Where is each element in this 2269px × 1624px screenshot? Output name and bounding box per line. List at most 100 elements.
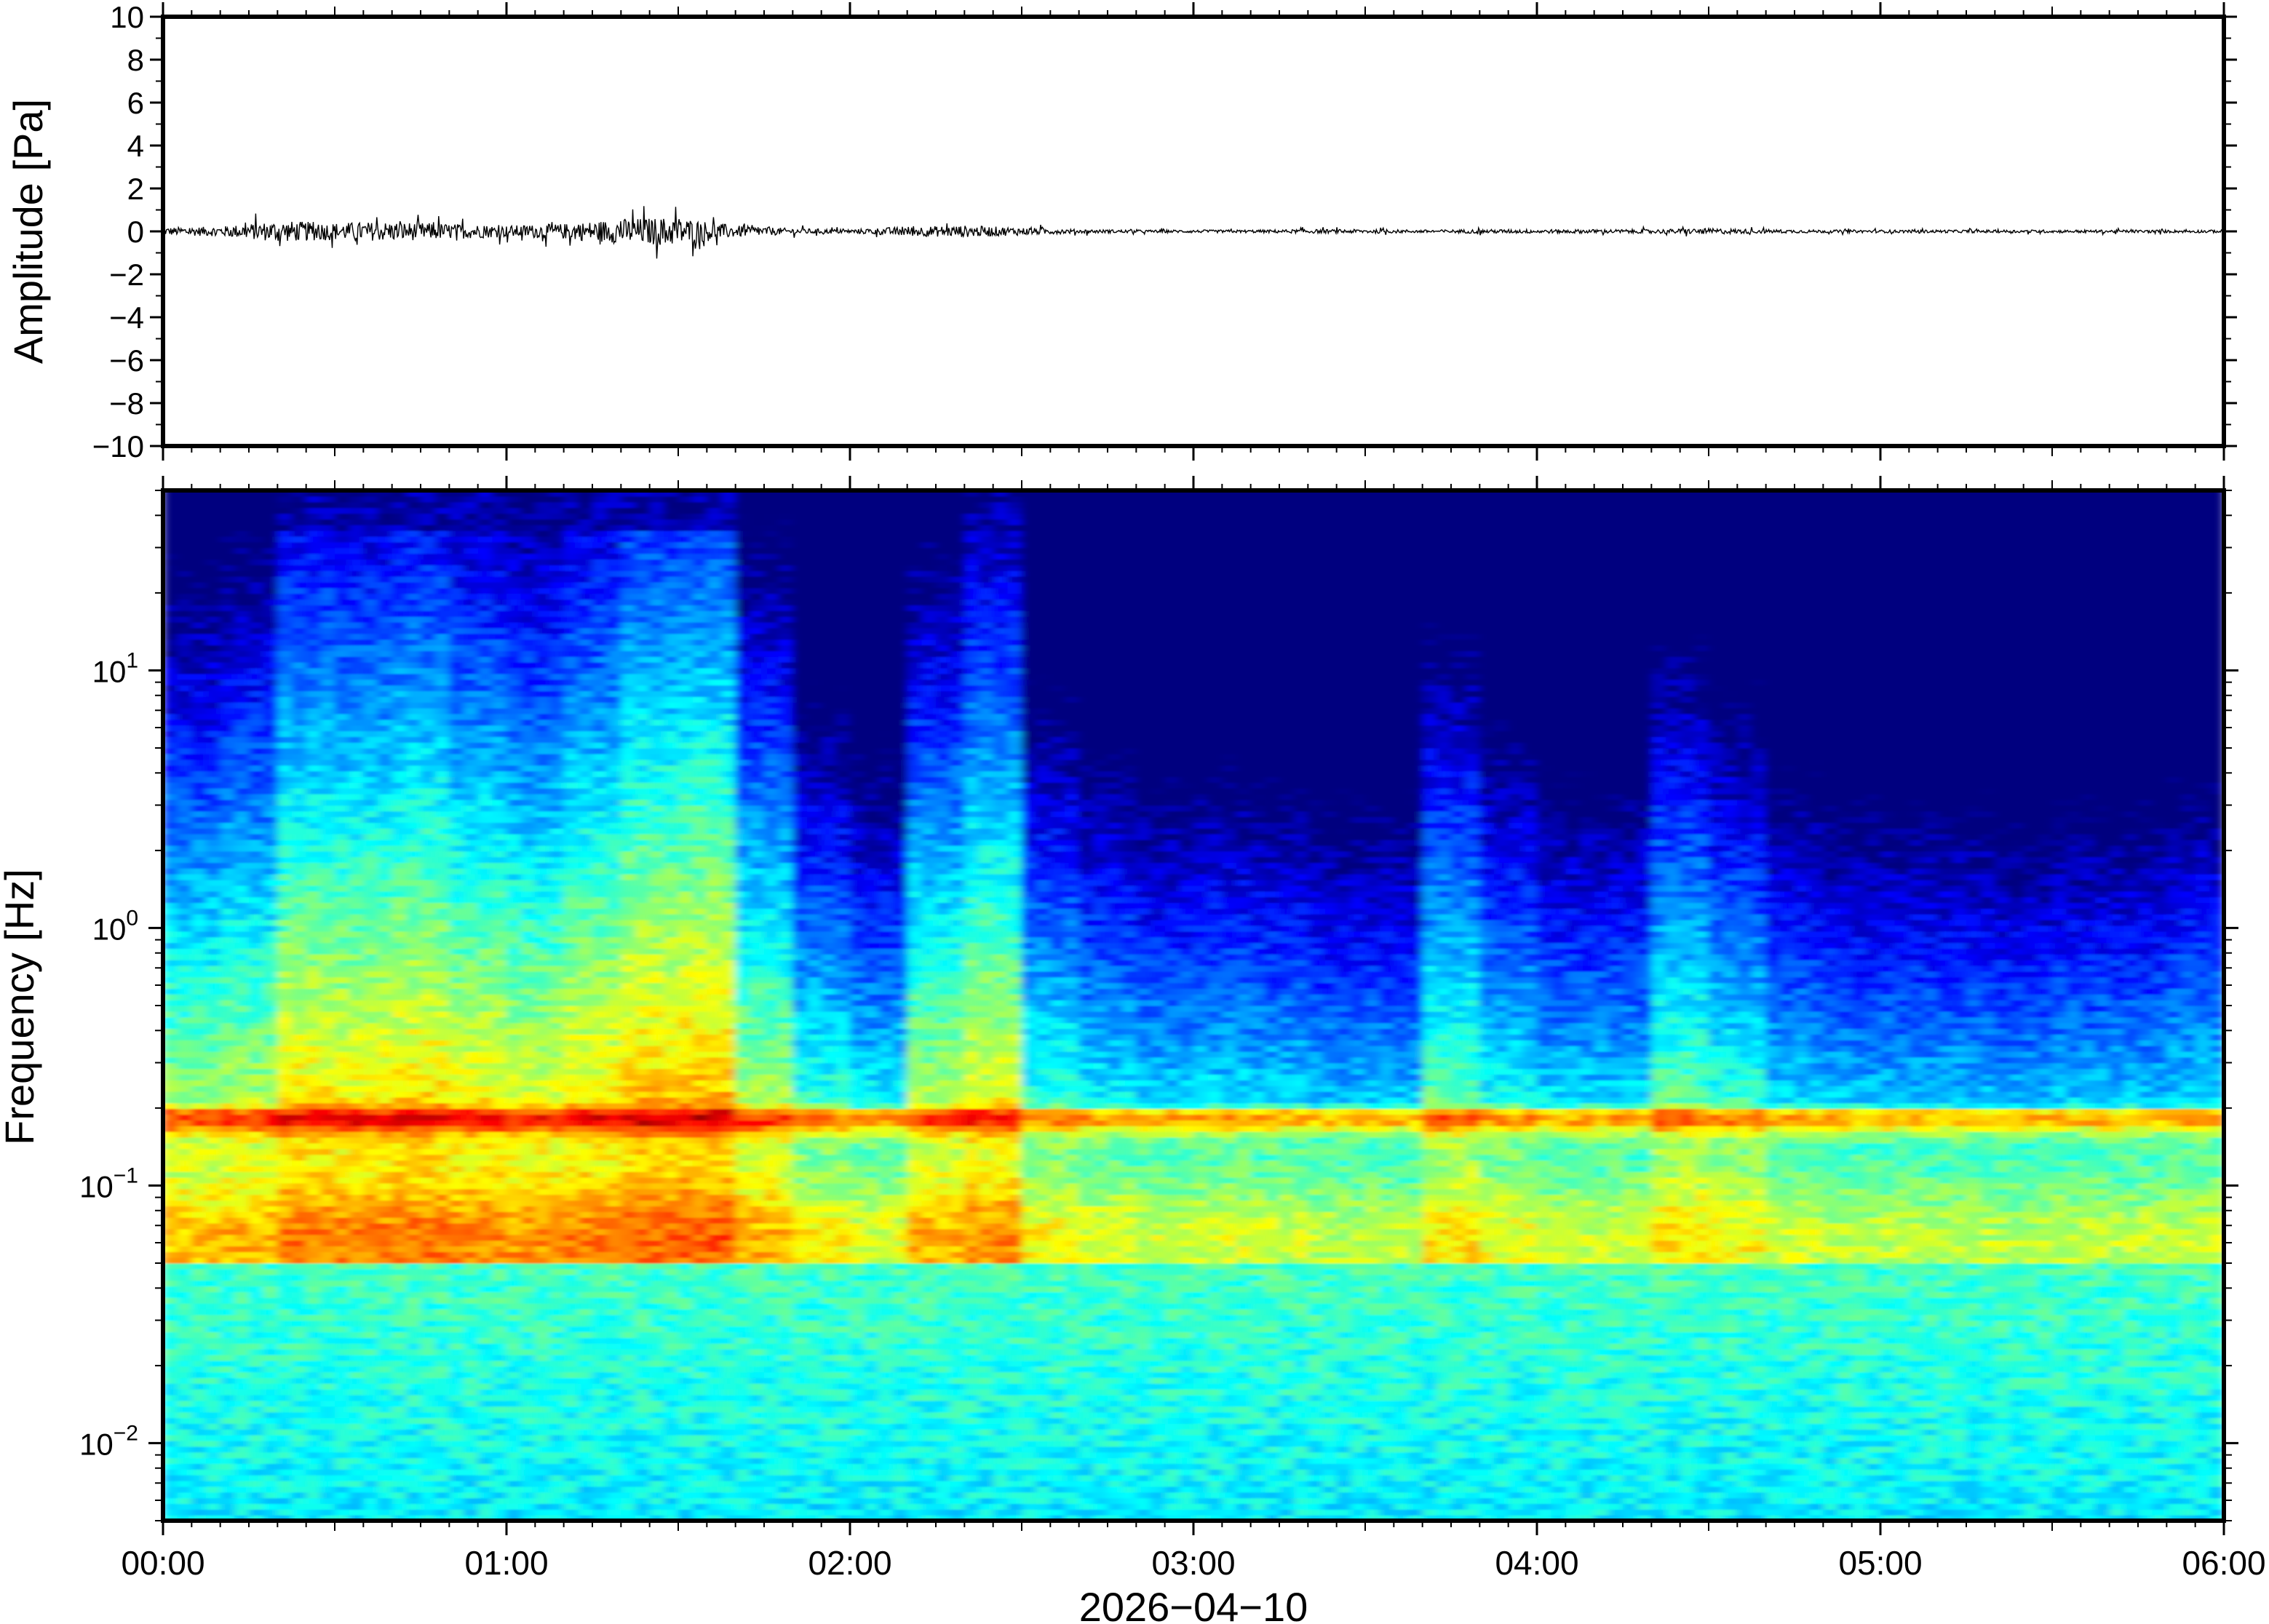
spectrogram-cell	[406, 1297, 421, 1304]
spectrogram-cell	[363, 897, 378, 904]
spectrogram-cell	[191, 530, 206, 537]
spectrogram-cell	[421, 1149, 435, 1155]
spectrogram-cell	[320, 1321, 335, 1327]
spectrogram-cell	[320, 988, 335, 995]
spectrogram-cell	[363, 1486, 378, 1493]
spectrogram-cell	[392, 828, 407, 835]
spectrogram-cell	[421, 1297, 435, 1304]
spectrogram-cell	[306, 496, 321, 503]
spectrogram-cell	[206, 542, 220, 549]
spectrogram-cell	[178, 1195, 192, 1201]
spectrogram-cell	[292, 742, 306, 749]
spectrogram-cell	[249, 1412, 263, 1419]
spectrogram-cell	[320, 508, 335, 514]
spectrogram-cell	[335, 696, 349, 703]
spectrogram-cell	[406, 656, 421, 663]
spectrogram-cell	[320, 1241, 335, 1247]
spectrogram-cell	[378, 994, 392, 1000]
spectrogram-cell	[263, 914, 278, 920]
spectrogram-cell	[191, 1063, 206, 1070]
spectrogram-cell	[277, 600, 292, 606]
spectrogram-cell	[277, 862, 292, 869]
spectrogram-cell	[363, 994, 378, 1000]
spectrogram-cell	[191, 496, 206, 503]
spectrogram-cell	[349, 1366, 364, 1373]
spectrogram-cell	[163, 908, 178, 915]
spectrogram-cell	[178, 1429, 192, 1436]
spectrogram-cell	[234, 971, 249, 978]
spectrogram-cell	[363, 650, 378, 657]
spectrogram-cell	[277, 650, 292, 657]
spectrogram-cell	[292, 954, 306, 960]
spectrogram-cell	[378, 645, 392, 651]
spectrogram-cell	[206, 1291, 220, 1298]
spectrogram-cell	[335, 765, 349, 772]
spectrogram-cell	[206, 1486, 220, 1493]
spectrogram-cell	[335, 1149, 349, 1155]
spectrogram-cell	[363, 988, 378, 995]
spectrogram-cell	[163, 720, 178, 726]
spectrogram-cell	[406, 1269, 421, 1275]
spectrogram-cell	[249, 514, 263, 520]
spectrogram-cell	[406, 559, 421, 565]
spectrogram-cell	[220, 1263, 235, 1270]
spectrogram-cell	[206, 588, 220, 594]
spectrogram-cell	[292, 776, 306, 783]
spectrogram-cell	[349, 1395, 364, 1401]
spectrogram-cell	[292, 1361, 306, 1367]
spectrogram-cell	[406, 960, 421, 966]
spectrogram-cell	[320, 771, 335, 778]
spectrogram-cell	[363, 588, 378, 594]
spectrogram-cell	[234, 1423, 249, 1430]
spectrogram-cell	[320, 714, 335, 720]
spectrogram-cell	[263, 902, 278, 909]
spectrogram-cell	[234, 902, 249, 909]
spectrogram-cell	[191, 834, 206, 840]
spectrogram-cell	[263, 725, 278, 732]
spectrogram-cell	[263, 1423, 278, 1430]
spectrogram-cell	[206, 1063, 220, 1070]
spectrogram-cell	[306, 1074, 321, 1080]
spectrogram-cell	[263, 582, 278, 589]
spectrogram-cell	[292, 1401, 306, 1407]
spectrogram-cell	[191, 1246, 206, 1252]
spectrogram-cell	[406, 1458, 421, 1465]
spectrogram-cell	[292, 559, 306, 565]
spectrogram-cell	[263, 1069, 278, 1075]
spectrogram-cell	[263, 897, 278, 904]
spectrogram-cell	[349, 525, 364, 531]
spectrogram-cell	[306, 1023, 321, 1030]
spectrogram-cell	[363, 610, 378, 617]
spectrogram-cell	[363, 731, 378, 737]
spectrogram-cell	[406, 600, 421, 606]
spectrogram-cell	[191, 1074, 206, 1080]
spectrogram-cell	[392, 1160, 407, 1166]
spectrogram-cell	[349, 1377, 364, 1384]
spectrogram-cell	[335, 897, 349, 904]
spectrogram-cell	[363, 748, 378, 755]
spectrogram-cell	[378, 765, 392, 772]
spectrogram-cell	[392, 1235, 407, 1241]
spectrogram-cell	[206, 1246, 220, 1252]
spectrogram-cell	[320, 1383, 335, 1390]
spectrogram-cell	[277, 1115, 292, 1121]
spectrogram-cell	[163, 640, 178, 646]
spectrogram-cell	[335, 754, 349, 760]
spectrogram-cell	[378, 610, 392, 617]
spectrogram-cell	[178, 1286, 192, 1293]
spectrogram-cell	[206, 640, 220, 646]
spectrogram-cell	[378, 1263, 392, 1270]
spectrogram-cell	[191, 1189, 206, 1195]
spectrogram-cell	[178, 1263, 192, 1270]
spectrogram-cell	[421, 1486, 435, 1493]
spectrogram-cell	[292, 1143, 306, 1150]
spectrogram-cell	[234, 1291, 249, 1298]
spectrogram-cell	[320, 1051, 335, 1058]
spectrogram-cell	[363, 1201, 378, 1207]
spectrogram-cell	[220, 1297, 235, 1304]
spectrogram-cell	[335, 1475, 349, 1481]
spectrogram-cell	[335, 1057, 349, 1064]
spectrogram-cell	[178, 1303, 192, 1310]
spectrogram-cell	[292, 1291, 306, 1298]
spectrogram-cell	[191, 1475, 206, 1481]
